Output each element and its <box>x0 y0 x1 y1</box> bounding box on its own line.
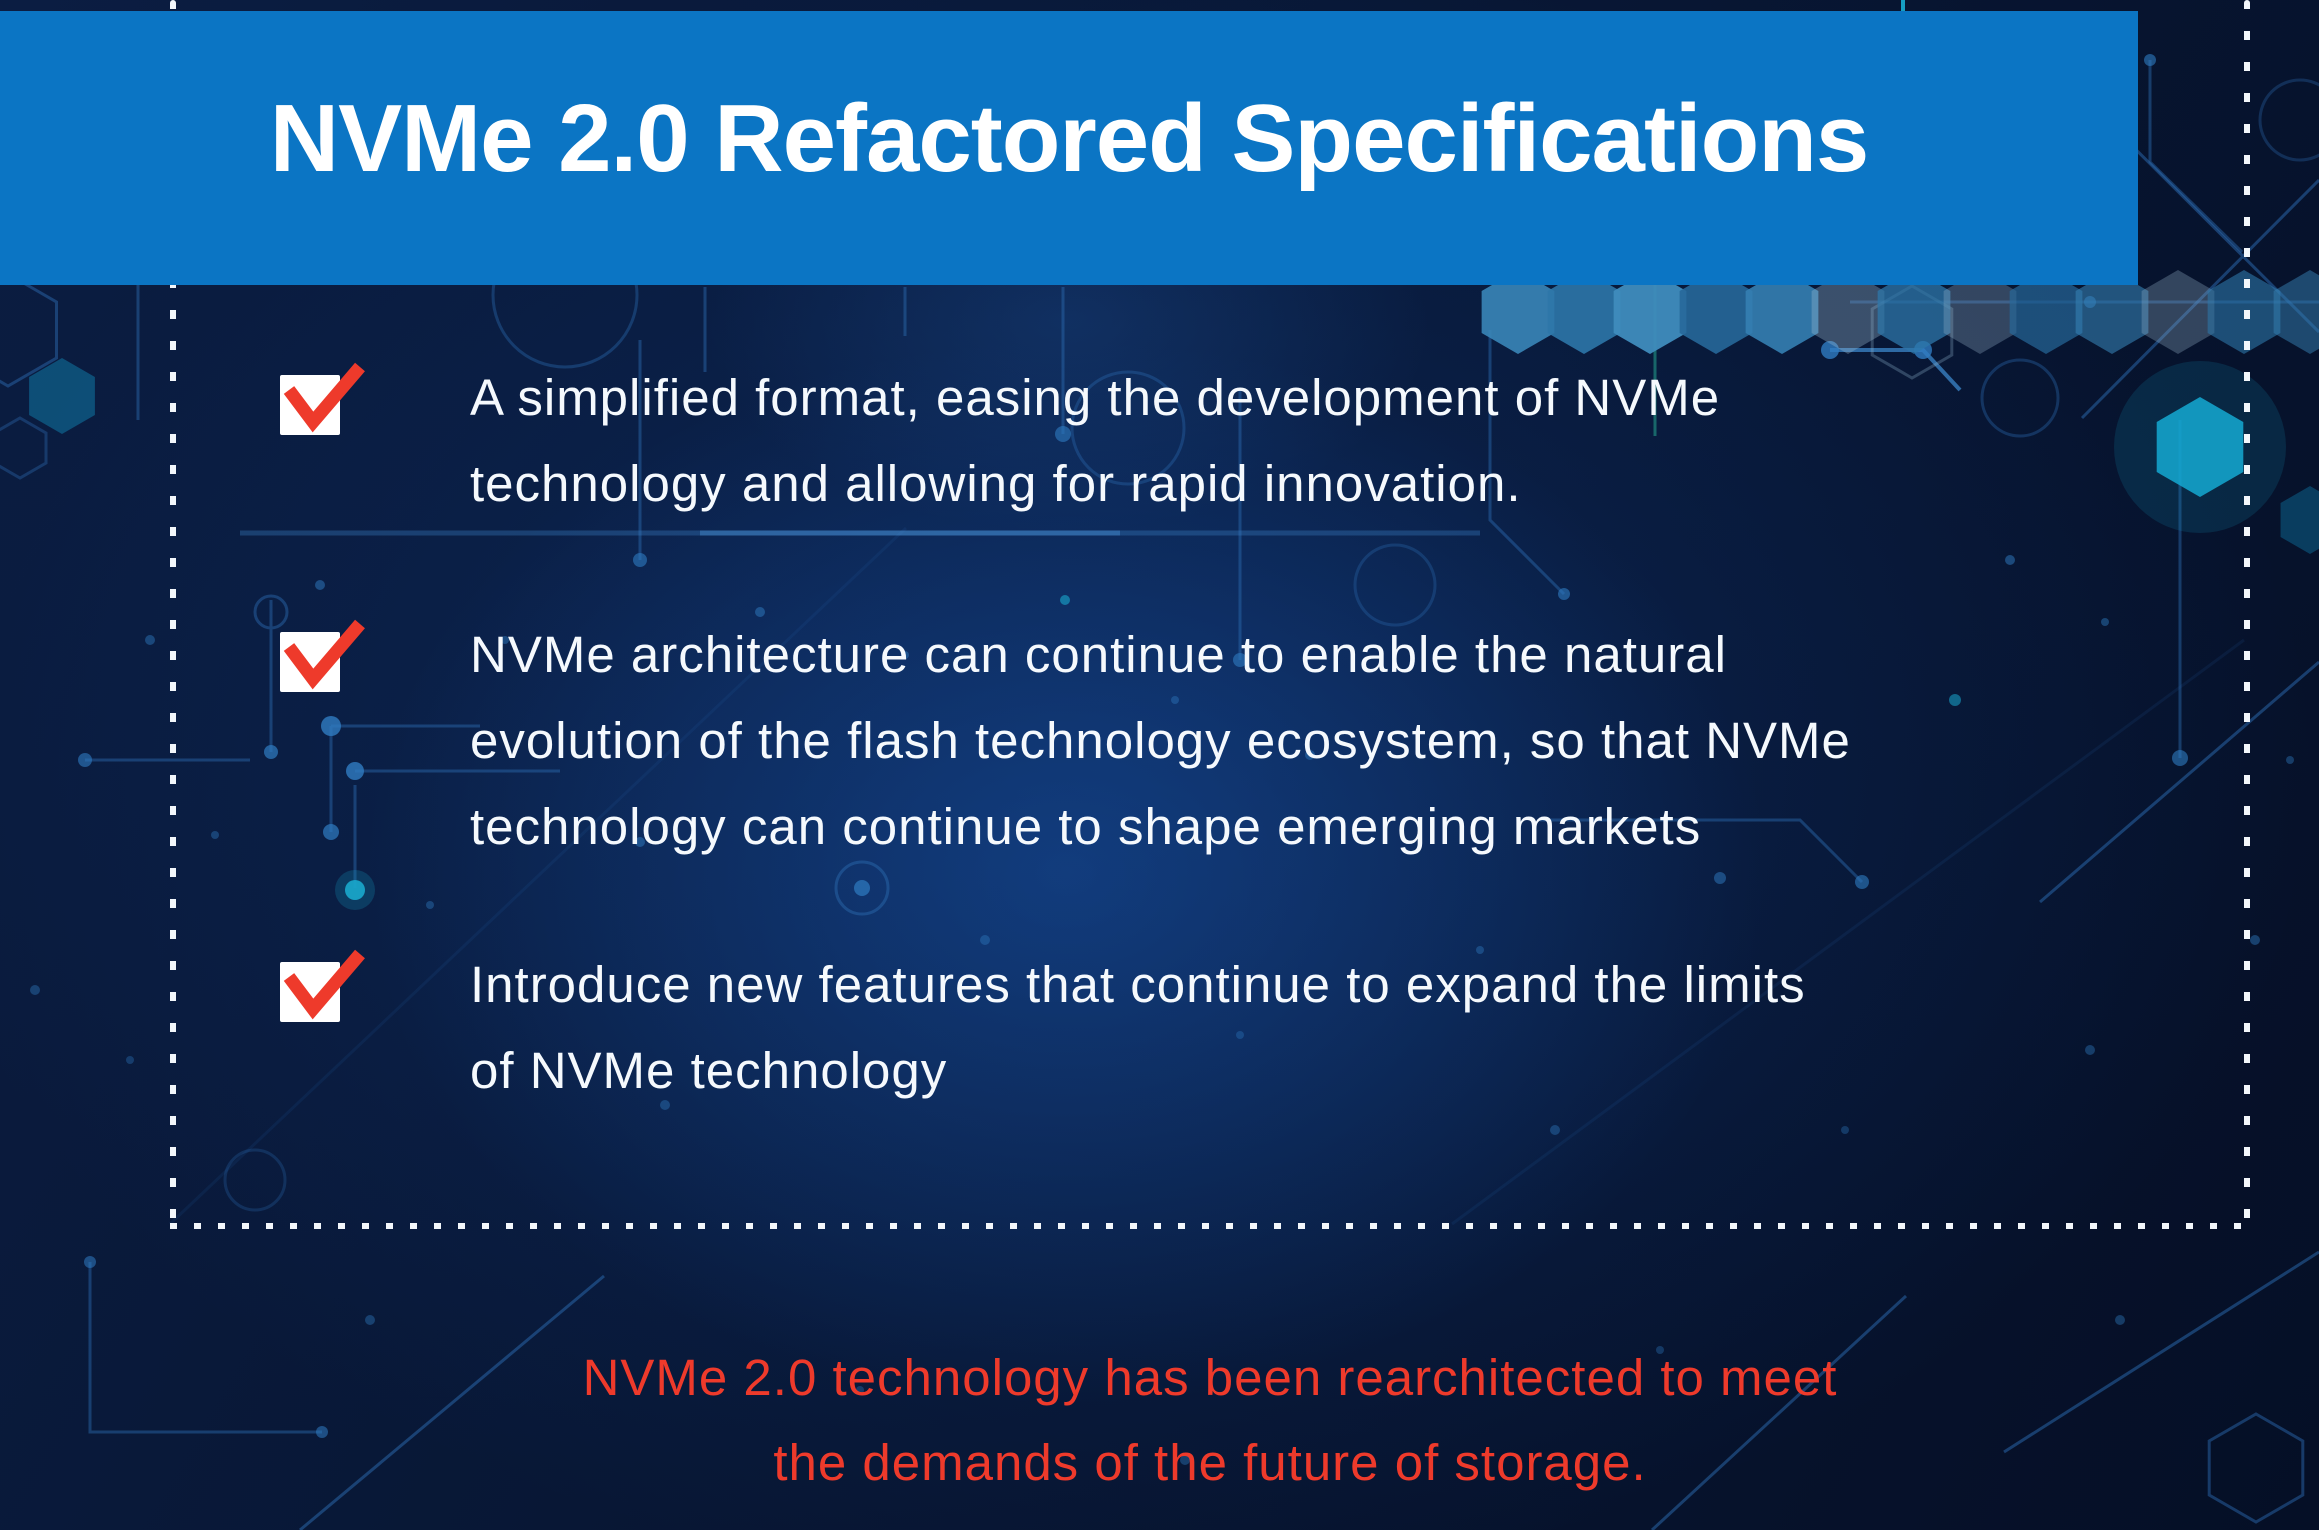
bullet-line: of NVMe technology <box>470 1042 948 1099</box>
bullet-item: A simplified format, easing the developm… <box>280 355 1720 527</box>
checked-checkbox-icon <box>280 362 365 435</box>
bullet-line: evolution of the flash technology ecosys… <box>470 712 1851 769</box>
bullet-line: A simplified format, easing the developm… <box>470 369 1721 426</box>
bullet-item: NVMe architecture can continue to enable… <box>280 612 1851 870</box>
checked-checkbox-icon <box>280 619 365 692</box>
dotted-border-right <box>2244 0 2250 1229</box>
footer-line: NVMe 2.0 technology has been rearchitect… <box>582 1349 1838 1406</box>
footer-note: NVMe 2.0 technology has been rearchitect… <box>110 1335 2310 1505</box>
footer-line: the demands of the future of storage. <box>773 1434 1647 1491</box>
checked-checkbox-icon <box>280 949 365 1022</box>
title-banner: NVMe 2.0 Refactored Specifications <box>0 11 2138 285</box>
dotted-border-left <box>170 0 176 1229</box>
bullet-line: NVMe architecture can continue to enable… <box>470 626 1727 683</box>
bullet-text: Introduce new features that continue to … <box>470 942 1806 1114</box>
slide-title: NVMe 2.0 Refactored Specifications <box>269 85 1870 192</box>
bullet-text: NVMe architecture can continue to enable… <box>470 612 1851 870</box>
bullet-line: Introduce new features that continue to … <box>470 956 1806 1013</box>
dotted-border-bottom <box>170 1223 2250 1229</box>
bullet-line: technology can continue to shape emergin… <box>470 798 1702 855</box>
bullet-text: A simplified format, easing the developm… <box>470 355 1720 527</box>
bullet-item: Introduce new features that continue to … <box>280 942 1806 1114</box>
bullet-line: technology and allowing for rapid innova… <box>470 455 1522 512</box>
